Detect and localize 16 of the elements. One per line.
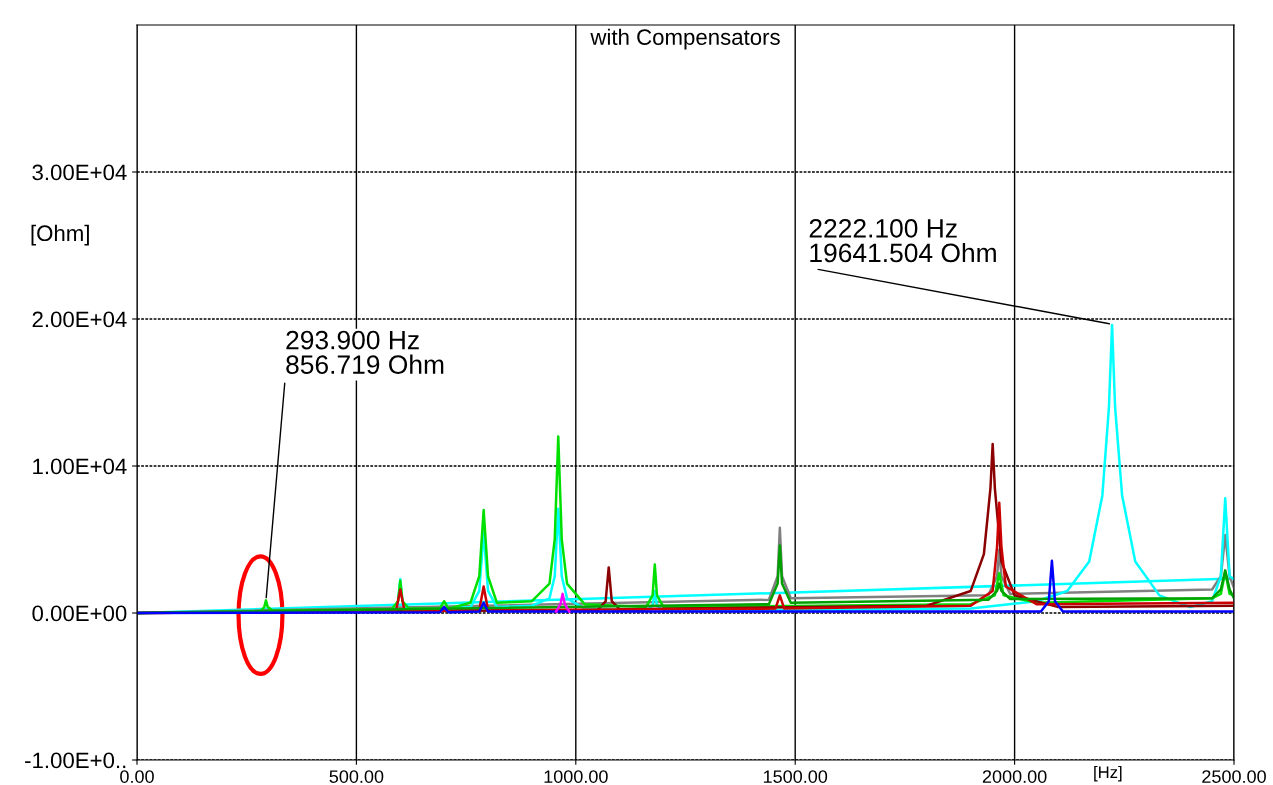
x-tick-label: 2500.00 [1202, 770, 1266, 783]
x-tick-label: 1500.00 [763, 770, 828, 783]
y-axis-title: [Ohm] [31, 224, 89, 246]
y-tick-label: 3.00E+04 [32, 164, 127, 181]
y-tick-label: 1.00E+04 [33, 458, 127, 475]
x-tick-label: 2000.00 [982, 770, 1047, 783]
x-tick-label: 0.00 [120, 770, 154, 783]
annotation: 2222.100 Hz 19641.504 Ohm [809, 219, 996, 263]
x-tick-label: 500.00 [329, 770, 384, 783]
y-tick-label: -1.00E+0.. [25, 752, 126, 769]
x-tick-label: 1000.00 [544, 770, 608, 783]
chart-title: with Compensators [590, 28, 780, 50]
y-tick-label: 2.00E+04 [32, 311, 127, 328]
annotation: 293.900 Hz 856.719 Ohm [286, 330, 444, 375]
y-tick-label: 0.00E+00 [32, 605, 127, 622]
x-axis-title: [Hz] [1094, 765, 1122, 782]
